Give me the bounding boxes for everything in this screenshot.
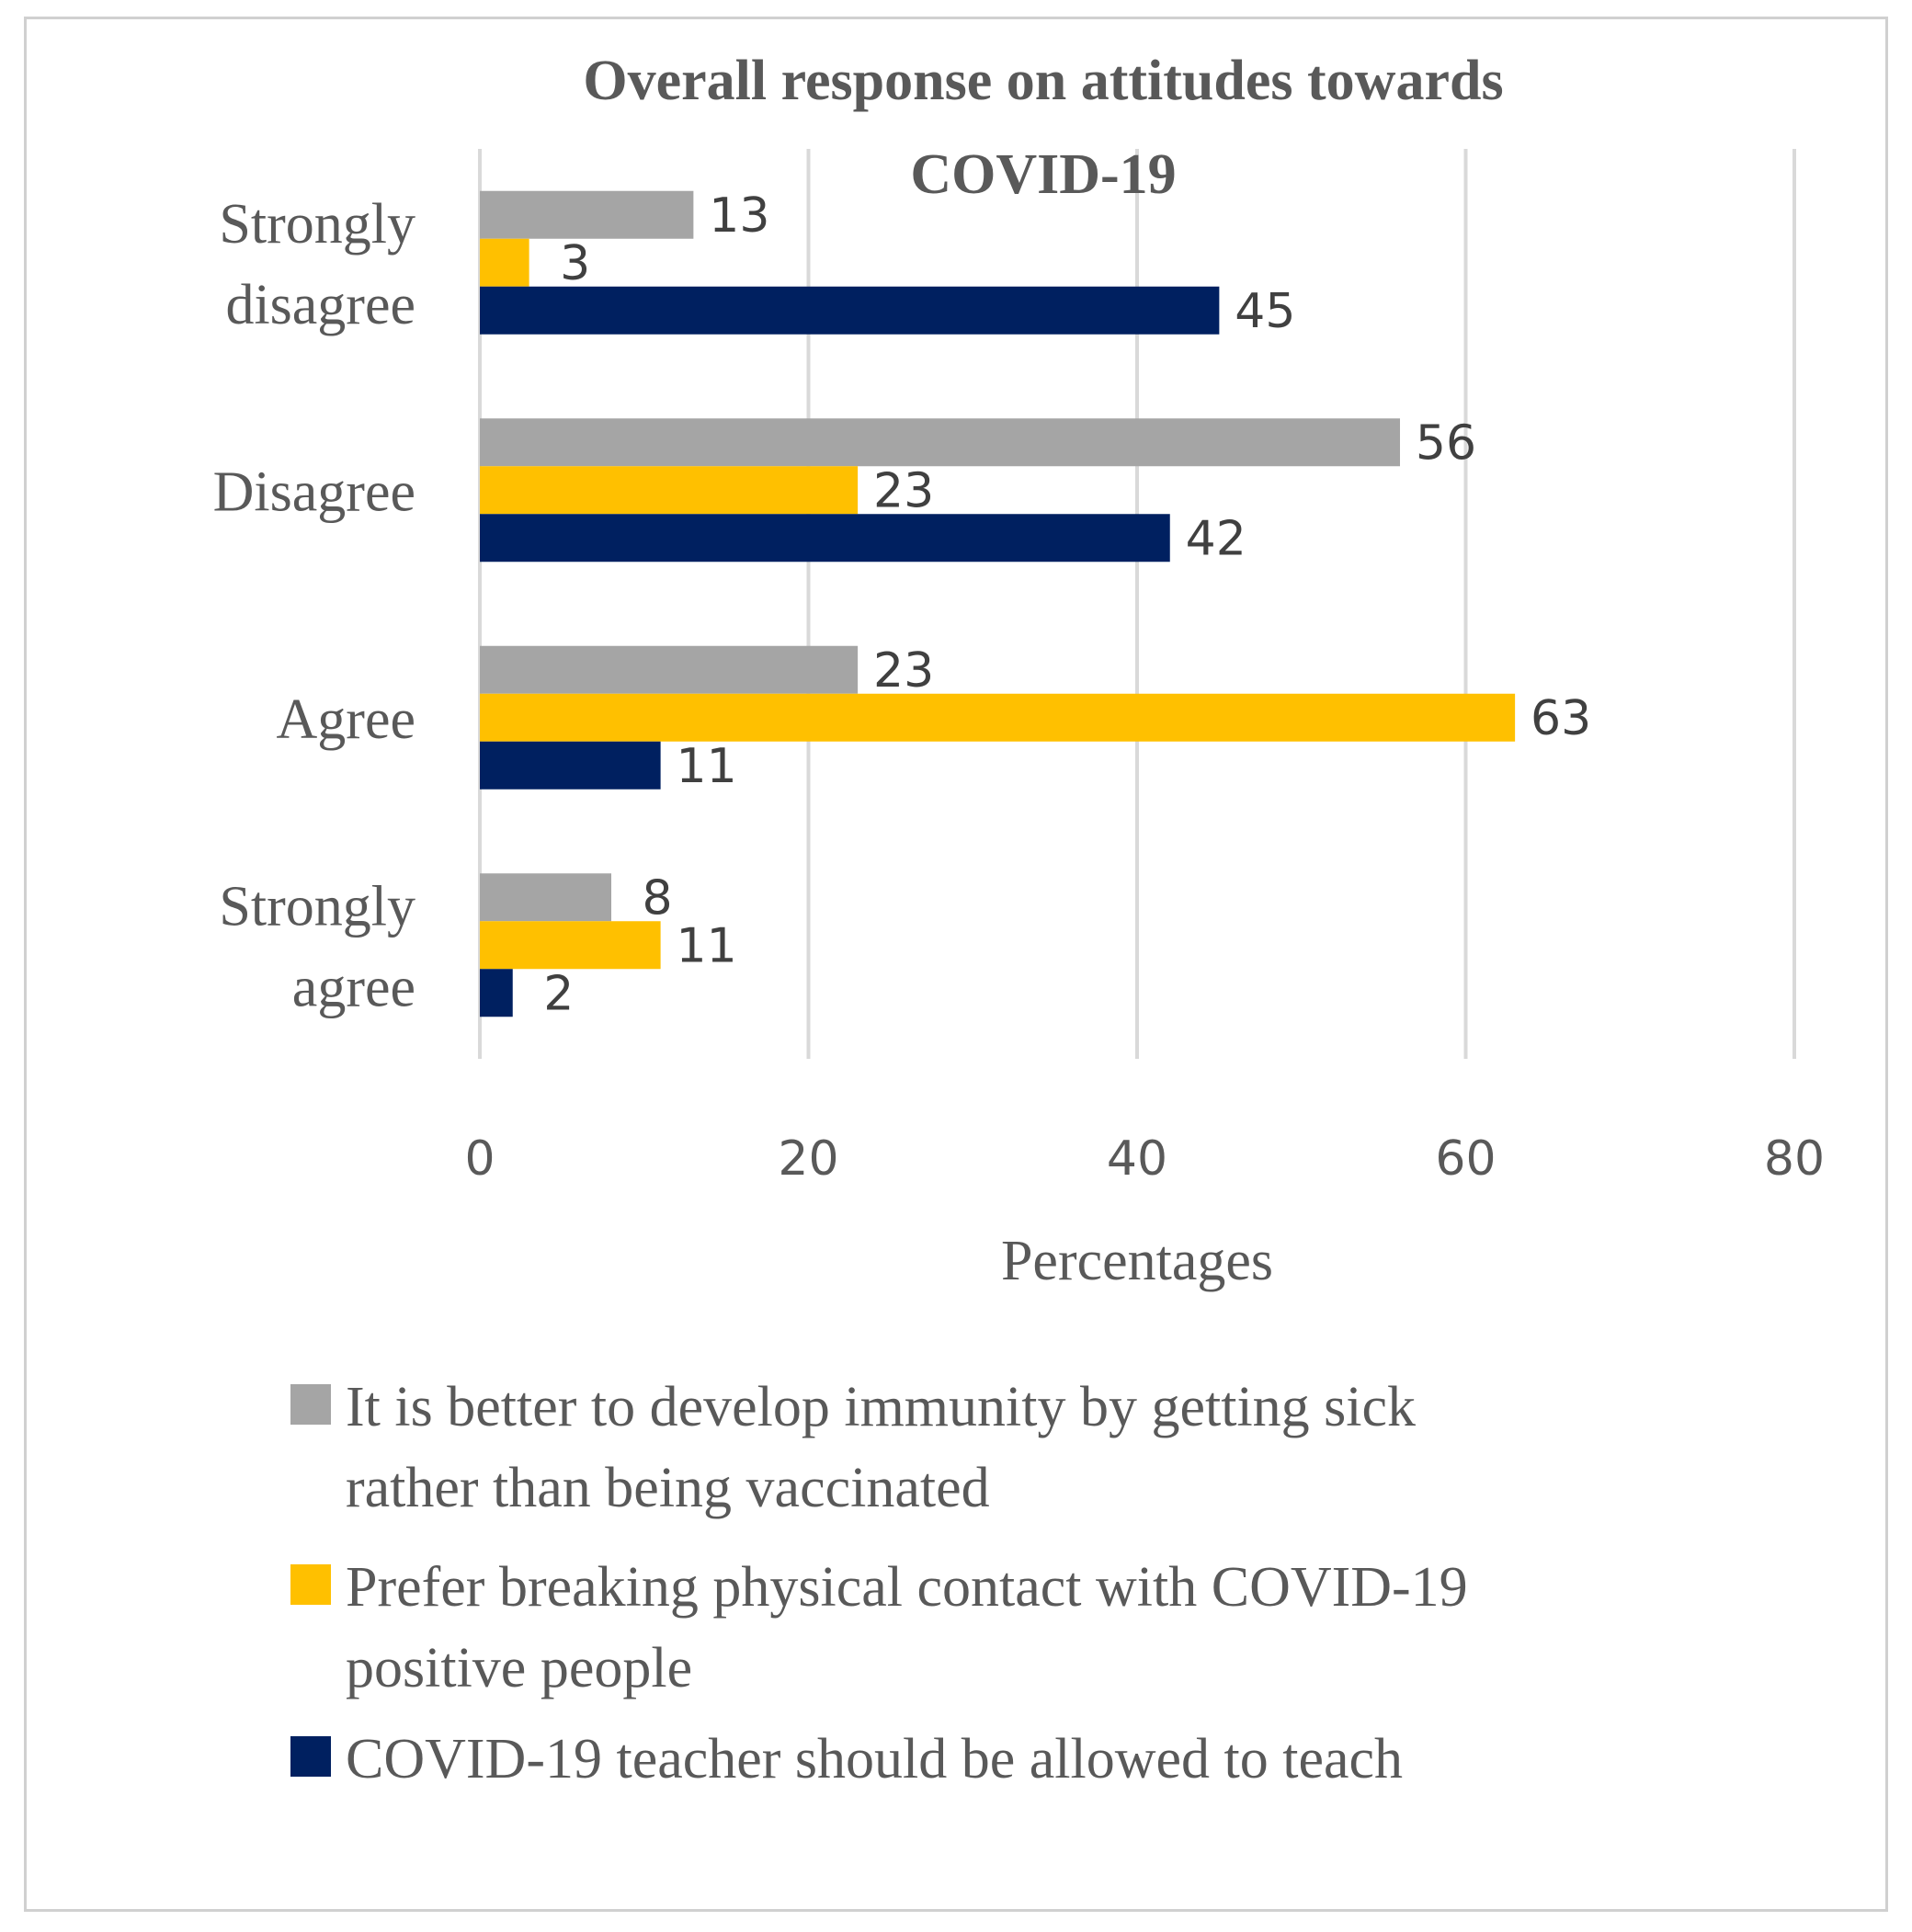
chart-title-line-2: COVID-19 [910,143,1176,206]
legend-swatch-3 [290,1736,331,1777]
data-label: 2 [543,966,574,1021]
data-label: 63 [1531,691,1591,746]
bar-3-2 [480,514,1170,563]
x-tick-label: 80 [1764,1131,1825,1187]
bar-2-1 [480,238,529,287]
data-label: 45 [1235,284,1295,339]
data-label: 13 [709,188,769,244]
x-axis-ticks: 0 20 40 60 80 [464,1131,1825,1187]
legend-entry-1: It is better to develop immunity by gett… [346,1376,1416,1438]
legend-swatch-1 [290,1384,331,1425]
category-labels: Strongly disagree Disagree Agree Strongly agr… [213,193,415,1019]
x-tick-label: 0 [464,1131,495,1187]
bar-3-3 [480,741,661,790]
x-tick-label: 60 [1435,1131,1496,1187]
bar-1-3 [480,645,859,694]
legend-entry-1: rather than being vaccinated [346,1457,990,1519]
category-label: Agree [277,688,415,751]
data-label: 56 [1416,415,1476,471]
data-label: 8 [642,870,672,926]
bar-1-1 [480,190,694,239]
legend-swatch-2 [290,1564,331,1605]
bar-2-3 [480,693,1516,742]
data-label: 11 [677,918,737,973]
category-label: disagree [225,274,415,336]
category-label: agree [292,956,415,1018]
bar-3-1 [480,286,1220,335]
x-tick-label: 20 [778,1131,838,1187]
legend: It is better to develop immunity by gett… [290,1376,1468,1790]
data-label: 23 [873,463,934,518]
x-axis-title: Percentages [1001,1230,1273,1292]
data-label: 3 [560,236,590,291]
legend-entry-3: COVID-19 teacher should be allowed to te… [346,1728,1403,1790]
bar-2-4 [480,921,661,970]
category-label: Disagree [213,460,415,523]
x-tick-label: 40 [1107,1131,1167,1187]
chart-title: Overall response on attitudes towards CO… [583,50,1503,206]
bar-2-2 [480,466,859,515]
category-label: Strongly [219,875,415,938]
legend-entry-2: positive people [346,1637,692,1699]
bars [480,190,1516,1017]
category-label: Strongly [219,193,415,256]
bar-1-2 [480,418,1400,467]
data-label: 42 [1186,511,1246,566]
chart-title-line-1: Overall response on attitudes towards [583,50,1503,112]
data-label: 23 [873,643,934,699]
bar-3-4 [480,969,513,1017]
legend-entry-2: Prefer breaking physical contact with CO… [346,1556,1468,1619]
bar-1-4 [480,873,611,922]
data-label: 11 [677,739,737,794]
